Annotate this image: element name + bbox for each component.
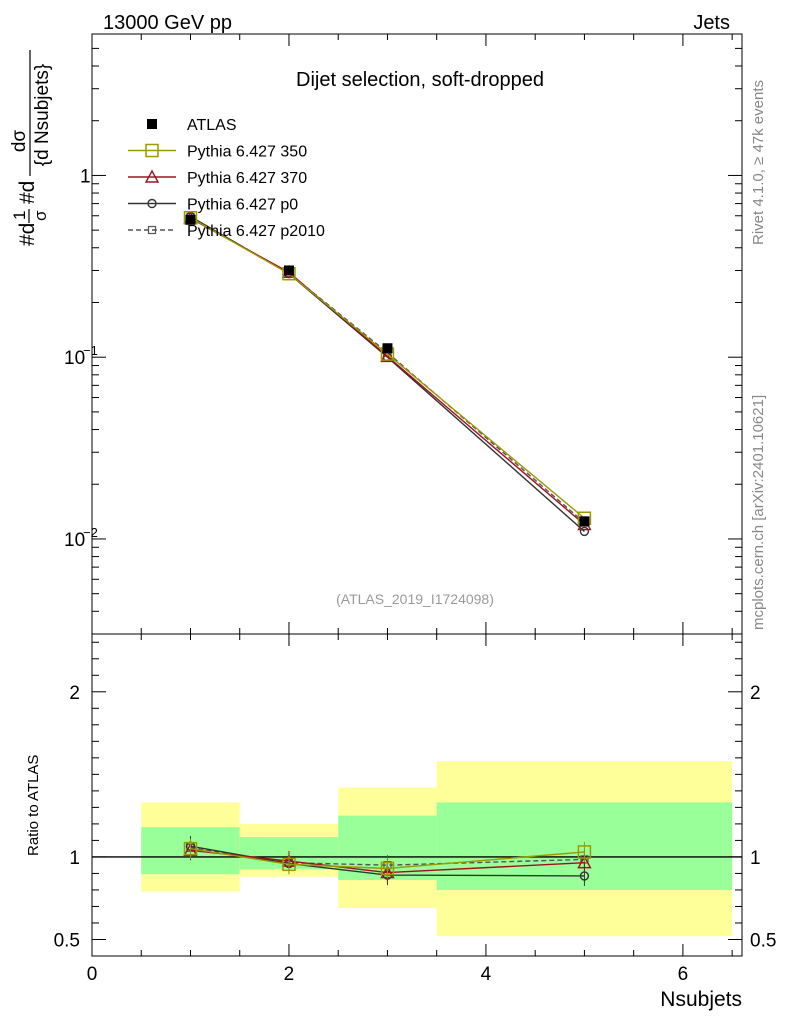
legend-label: Pythia 6.427 370	[187, 170, 307, 187]
ylabel-den: {d Nsubjets}	[32, 64, 53, 166]
series-pythia-6.427-350	[183, 211, 592, 526]
ratio-x-tick-label: 0	[87, 964, 98, 985]
ratio-point	[282, 857, 296, 872]
legend-label: Pythia 6.427 p0	[187, 197, 298, 214]
xlabel: Nsubjets	[660, 988, 742, 1011]
main-y-tick-label: 10	[64, 348, 85, 369]
ratio-y-tick-label-right: 0.5	[750, 930, 776, 951]
legend-label: Pythia 6.427 350	[187, 144, 307, 161]
ratio-point	[183, 841, 198, 856]
ratio-point	[577, 855, 592, 869]
header-left: 13000 GeV pp	[103, 12, 232, 34]
legend-entry: Pythia 6.427 p2010	[128, 223, 325, 240]
legend-marker	[144, 169, 160, 183]
ratio-y-tick-label: 1	[69, 848, 80, 869]
series-pythia-6.427-p0	[185, 211, 590, 537]
ratio-x-tick-label: 2	[284, 964, 295, 985]
legend-entry: Pythia 6.427 350	[128, 144, 307, 161]
ratio-series-pythia-6.427-350	[183, 838, 592, 879]
legend-marker	[147, 119, 157, 129]
analysis-id: (ATLAS_2019_I1724098)	[336, 591, 494, 607]
series-line	[190, 216, 585, 524]
ratio-point	[577, 845, 592, 859]
main-ylabel: #d 1 σ #d dσ {d Nsubjets}	[9, 50, 53, 246]
legend: ATLAS Pythia 6.427 350 Pythia 6.427 370 Pyt…	[128, 117, 325, 240]
legend-marker	[145, 143, 159, 158]
legend-entry: Pythia 6.427 370	[128, 169, 307, 187]
main-axes: 10−210−11	[64, 33, 742, 635]
data-point	[283, 265, 294, 276]
ylabel-prefix: #d	[16, 223, 39, 246]
ratio-y-tick-label-right: 1	[750, 848, 761, 869]
data-point	[185, 214, 196, 225]
ratio-line	[190, 845, 585, 877]
ratio-frame	[91, 633, 743, 957]
series-line	[190, 217, 585, 519]
ratio-series	[183, 836, 592, 886]
ratio-bands	[92, 761, 742, 937]
main-y-tick-exp: −1	[83, 343, 98, 358]
ratio-axes: 0 2 4 6 0.5 0.5 1 1 2 2	[54, 634, 776, 985]
mcplots-label: mcplots.cern.ch [arXiv:2401.10621]	[750, 395, 767, 630]
ratio-ylabel: Ratio to ATLAS	[25, 755, 42, 856]
main-title: Dijet selection, soft-dropped	[296, 69, 544, 91]
ylabel-frac-top: 1	[10, 211, 29, 220]
ylabel-frac-bottom: σ	[31, 210, 50, 221]
legend-entry: Pythia 6.427 p0	[128, 197, 298, 214]
main-y-tick-exp: −2	[83, 525, 98, 540]
legend-entry: ATLAS	[147, 117, 237, 134]
ylabel-mid: #d	[16, 181, 39, 204]
ratio-y-tick-label: 0.5	[54, 930, 80, 951]
ratio-point	[380, 861, 395, 876]
legend-label: ATLAS	[187, 117, 237, 134]
series-atlas	[185, 214, 590, 527]
legend-label: Pythia 6.427 p2010	[187, 223, 325, 240]
rivet-label: Rivet 4.1.0, ≥ 47k events	[750, 80, 767, 245]
ratio-x-tick-label: 4	[481, 964, 492, 985]
header-right: Jets	[693, 12, 730, 34]
series-line	[190, 215, 585, 532]
legend-marker	[147, 198, 157, 209]
main-y-tick-label: 1	[80, 166, 91, 187]
ratio-y-tick-label-right: 2	[750, 683, 761, 704]
data-point	[579, 526, 590, 537]
legend-marker	[147, 225, 157, 235]
ratio-x-tick-label: 6	[678, 964, 689, 985]
main-series	[183, 210, 592, 537]
data-point	[579, 516, 590, 527]
data-point	[382, 343, 393, 354]
ratio-line	[190, 847, 585, 870]
series-pythia-6.427-p2010	[186, 212, 589, 527]
ratio-y-tick-label: 2	[69, 683, 80, 704]
ylabel-num: dσ	[9, 130, 30, 153]
main-y-tick-label: 10	[64, 530, 85, 551]
